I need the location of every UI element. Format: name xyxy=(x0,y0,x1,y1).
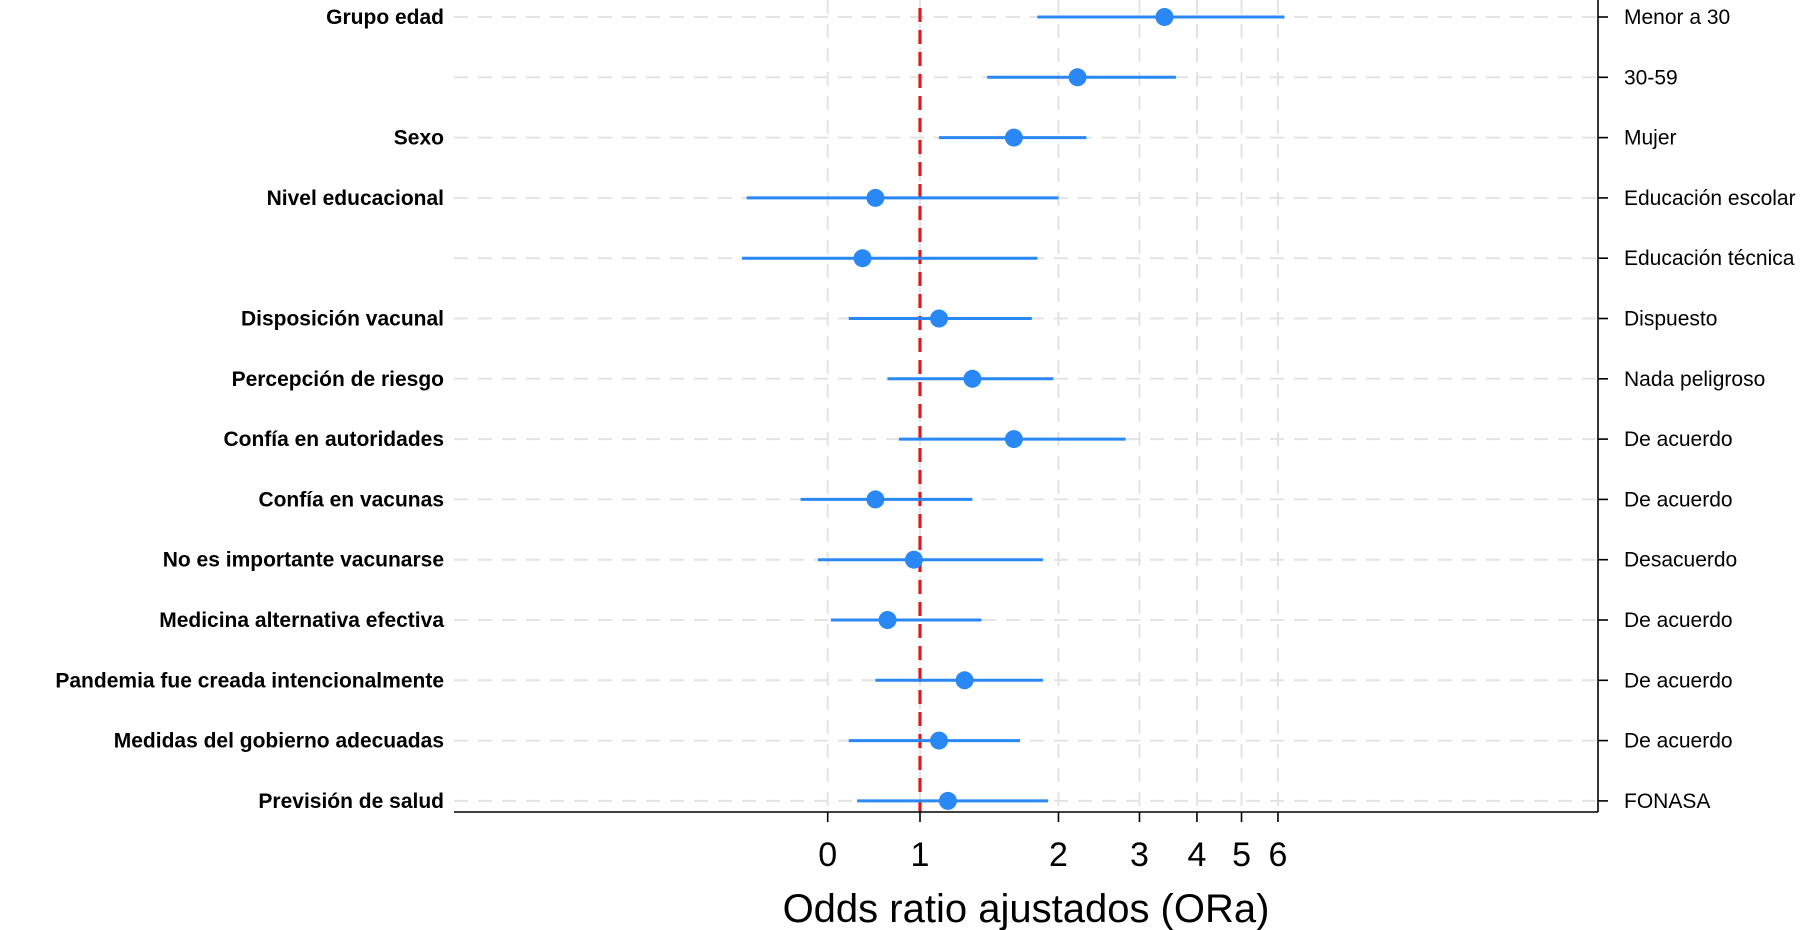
category-label: Mujer xyxy=(1624,127,1677,150)
group-label: Confía en vacunas xyxy=(258,488,444,511)
estimate-point xyxy=(955,671,974,690)
estimate-point xyxy=(866,188,885,207)
series-layer xyxy=(741,8,1285,810)
category-label: Desacuerdo xyxy=(1624,549,1737,572)
group-label: Nivel educacional xyxy=(267,187,444,210)
x-tick-label: 4 xyxy=(1187,836,1206,874)
x-tick-label: 6 xyxy=(1268,836,1287,874)
estimate-point xyxy=(878,611,897,629)
group-label: Previsión de salud xyxy=(258,790,444,813)
x-axis-title: Odds ratio ajustados (ORa) xyxy=(783,887,1270,930)
x-tick-label: 3 xyxy=(1130,836,1149,874)
x-tick-label: 5 xyxy=(1232,836,1251,874)
grid-layer xyxy=(454,0,1598,812)
label-layer: Grupo edad Menor a 30 30-59 Sexo Mujer Nivel … xyxy=(55,6,1795,813)
category-label: FONASA xyxy=(1624,790,1710,813)
estimate-point xyxy=(1155,8,1174,26)
group-label: Grupo edad xyxy=(326,6,444,29)
x-tick-label: 2 xyxy=(1049,836,1068,874)
group-label: Disposición vacunal xyxy=(241,308,444,331)
estimate-point xyxy=(963,369,982,388)
estimate-point xyxy=(1068,68,1087,87)
estimate-point xyxy=(930,731,949,750)
category-label: De acuerdo xyxy=(1624,669,1733,692)
estimate-point xyxy=(938,791,957,810)
category-label: Nada peligroso xyxy=(1624,368,1765,391)
group-label: Percepción de riesgo xyxy=(232,368,444,391)
x-tick-label: 0 xyxy=(818,836,837,874)
category-label: Educación escolar xyxy=(1624,187,1796,210)
estimate-point xyxy=(930,309,949,328)
group-label: Sexo xyxy=(394,127,444,150)
group-label: Medicina alternativa efectiva xyxy=(159,609,444,632)
category-label: 30-59 xyxy=(1624,66,1678,89)
category-label: Educación técnica xyxy=(1624,247,1795,270)
category-label: De acuerdo xyxy=(1624,488,1733,511)
category-label: Menor a 30 xyxy=(1624,6,1730,29)
estimate-point xyxy=(1004,430,1023,449)
category-label: De acuerdo xyxy=(1624,428,1733,451)
estimate-point xyxy=(866,490,885,509)
category-label: De acuerdo xyxy=(1624,730,1733,753)
category-label: De acuerdo xyxy=(1624,609,1733,632)
estimate-point xyxy=(904,550,923,569)
group-label: Medidas del gobierno adecuadas xyxy=(114,730,444,753)
group-label: No es importante vacunarse xyxy=(163,549,444,572)
estimate-point xyxy=(853,249,872,268)
x-tick-label: 1 xyxy=(911,836,930,874)
category-label: Dispuesto xyxy=(1624,308,1717,331)
group-label: Pandemia fue creada intencionalmente xyxy=(55,669,444,692)
estimate-point xyxy=(1004,128,1023,147)
group-label: Confía en autoridades xyxy=(223,428,444,451)
